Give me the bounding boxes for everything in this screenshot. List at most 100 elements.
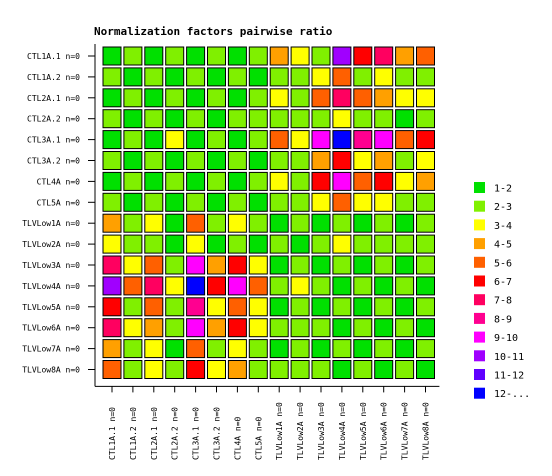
col-tick-label: CTL3A.1 n=0 [192,407,201,460]
heatmap-cell [416,255,435,275]
heatmap-cell [165,297,185,317]
heatmap-cell [123,339,143,359]
heatmap-cell [395,46,415,66]
heatmap-cell [269,46,289,66]
heatmap-cell [123,67,143,87]
heatmap-cell [165,339,185,359]
heatmap-cell [374,171,394,191]
heatmap-cell [374,360,394,379]
heatmap-cell [186,234,206,254]
heatmap-cell [102,255,122,275]
heatmap-cell [123,213,143,233]
heatmap-cell [416,88,435,108]
heatmap-cell [374,192,394,212]
heatmap-cell [186,213,206,233]
heatmap-cell [144,276,164,296]
heatmap-cell [416,318,435,338]
row-tick-label: TLVLow4A n=0 [22,282,80,291]
heatmap-cell [353,255,373,275]
heatmap-cell [227,255,247,275]
heatmap-cell [186,171,206,191]
heatmap-cell [165,67,185,87]
heatmap-cell [144,171,164,191]
col-tick-label: TLVLow6A n=0 [380,402,389,460]
heatmap-cell [227,234,247,254]
heatmap-cell [332,360,352,379]
row-tick-label: TLVLow1A n=0 [22,219,80,228]
heatmap-cell [269,151,289,170]
heatmap-cell [144,88,164,108]
heatmap-cell [374,88,394,108]
heatmap-cell [207,46,226,66]
heatmap-cell [311,192,331,212]
heatmap-cell [207,171,226,191]
heatmap-cell [416,213,435,233]
heatmap-cell [102,151,122,170]
heatmap-cell [248,151,268,170]
heatmap-cell [332,339,352,359]
legend-label: 5-6 [494,258,512,269]
legend: 1-2 2-3 3-4 4-5 5-6 6-7 7-8 8-9 9-10 10-11 11-12 12… [474,182,530,400]
col-tick-label: CTL4A n=0 [233,416,242,460]
heatmap-cell [165,109,185,129]
heatmap-cell [353,151,373,170]
heatmap-cell [227,276,247,296]
heatmap-cell [248,318,268,338]
heatmap-cell [290,255,310,275]
heatmap-cell [416,130,435,150]
heatmap-cell [374,255,394,275]
heatmap-cell [207,192,226,212]
heatmap-cell [374,151,394,170]
heatmap-cell [207,67,226,87]
heatmap-cell [290,88,310,108]
heatmap-cell [269,109,289,129]
heatmap-cell [144,297,164,317]
heatmap-cell [207,151,226,170]
heatmap-cell [248,130,268,150]
row-tick-label: TLVLow3A n=0 [22,261,80,270]
legend-swatch [474,182,485,193]
heatmap-cell [332,255,352,275]
legend-label: 9-10 [494,333,518,344]
heatmap-cell [353,339,373,359]
heatmap-cell [395,109,415,129]
heatmap-cell [248,276,268,296]
heatmap-cell [227,339,247,359]
heatmap-cell [290,213,310,233]
heatmap-cell [123,130,143,150]
heatmap-cell [332,88,352,108]
heatmap-cell [311,213,331,233]
heatmap-cell [311,151,331,170]
heatmap-cell [374,109,394,129]
heatmap-cell [123,192,143,212]
heatmap-cell [374,297,394,317]
heatmap-cell [144,130,164,150]
heatmap-cell [207,339,226,359]
heatmap-cell [290,318,310,338]
heatmap-cell [311,276,331,296]
heatmap-cell [102,130,122,150]
heatmap-cell [290,171,310,191]
heatmap-cell [353,276,373,296]
heatmap-cell [102,297,122,317]
heatmap-cell [269,88,289,108]
heatmap-cell [374,276,394,296]
heatmap-cell [248,360,268,379]
legend-label: 8-9 [494,314,512,325]
row-tick-label: CTL4A n=0 [37,177,81,186]
col-tick-label: CTL1A.1 n=0 [108,407,117,460]
col-tick-label: CTL2A.1 n=0 [150,407,159,460]
heatmap-cell [186,255,206,275]
heatmap-cell [248,67,268,87]
heatmap-cell [144,67,164,87]
heatmap-cell [165,88,185,108]
heatmap-cell [123,255,143,275]
heatmap-cell [123,151,143,170]
legend-swatch [474,294,485,306]
heatmap-cell [165,46,185,66]
heatmap-cell [144,213,164,233]
heatmap-cell [248,109,268,129]
heatmap-cell [311,67,331,87]
heatmap-cell [207,297,226,317]
